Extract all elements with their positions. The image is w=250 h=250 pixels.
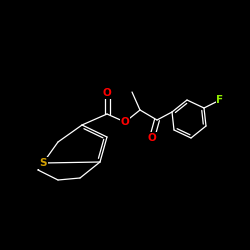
Text: F: F bbox=[216, 95, 224, 105]
Text: O: O bbox=[148, 133, 156, 143]
Text: S: S bbox=[39, 158, 47, 168]
Text: O: O bbox=[120, 117, 130, 127]
Text: O: O bbox=[103, 88, 112, 98]
